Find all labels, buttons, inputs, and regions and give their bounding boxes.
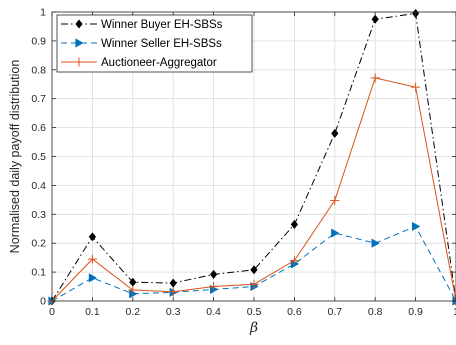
legend: Winner Buyer EH-SBSs Winner Seller EH-SBS… [56,14,253,73]
data-point [330,195,340,205]
data-point [371,238,380,248]
y-tick-label: 0.2 [31,238,46,250]
data-point [168,287,178,297]
data-point [411,82,421,92]
y-tick-label: 0.1 [31,267,46,279]
legend-label: Winner Buyer EH-SBSs [101,19,223,31]
data-point [331,128,339,138]
data-point [331,228,340,238]
data-point [209,269,218,280]
y-tick-label: 0 [40,296,46,308]
legend-marker [75,38,84,48]
x-tick-label: 0.8 [368,306,383,318]
legend-label: Auctioneer-Aggregator [101,57,217,69]
y-tick-label: 0.9 [31,35,46,47]
data-point [290,219,299,230]
data-point [370,73,380,83]
y-axis-label: Normalised daily payoff distribution [8,60,22,254]
data-point [411,221,421,232]
x-tick-label: 0.6 [287,306,302,318]
x-tick-label: 0.4 [206,306,221,318]
y-tick-label: 0.6 [31,122,46,134]
legend-entry: Auctioneer-Aggregator [61,57,217,69]
x-tick-label: 0.1 [85,306,100,318]
legend-entry: Winner Seller EH-SBSs [61,38,222,50]
y-tick-label: 0.8 [31,64,46,76]
data-point [250,265,258,275]
legend-entry: Winner Buyer EH-SBSs [61,19,223,31]
x-axis-label: β [249,320,258,336]
x-tick-label: 1 [453,306,456,318]
x-tick-label: 0.5 [247,306,262,318]
data-point [128,285,138,295]
y-tick-label: 0.3 [31,209,46,221]
data-point [371,14,379,24]
y-tick-label: 1 [40,7,46,19]
legend-marker [75,19,83,29]
x-tick-label: 0 [49,306,55,318]
data-point [209,282,219,292]
data-point [289,256,299,266]
axis-ticks: 0 0.1 0.2 0.3 0.4 0.5 0.6 0.7 0.8 0.9 1 0 0.1 0.2 0.3 0… [31,7,456,318]
y-tick-label: 0.4 [31,180,46,192]
legend-label: Winner Seller EH-SBSs [101,38,222,50]
y-tick-label: 0.7 [31,93,46,105]
series-layer [47,8,456,306]
series-line [51,12,456,302]
data-point [88,232,97,242]
y-tick-label: 0.5 [31,151,46,163]
x-tick-label: 0.9 [408,306,423,318]
data-point [88,273,98,283]
x-tick-label: 0.2 [125,306,140,318]
data-point [249,279,259,289]
x-tick-label: 0.3 [166,306,181,318]
x-tick-label: 0.7 [327,306,342,318]
data-point [87,254,97,264]
legend-marker [74,57,84,67]
